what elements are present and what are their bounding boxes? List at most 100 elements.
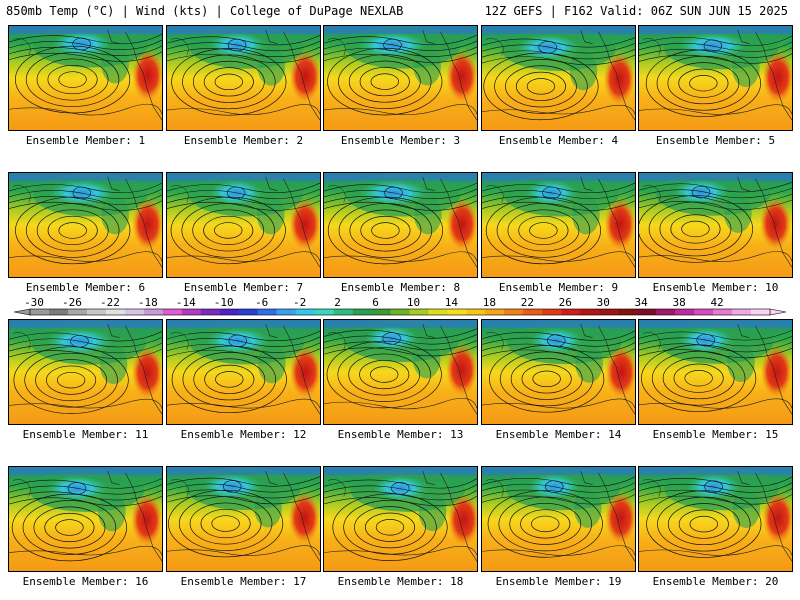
colorbar-tick-label: 14 [445,296,459,309]
temperature-colorbar: -30 -26 -22 -18 -14 -10 -6 -2 2 6 10 14 18 22 26 30 34 38… [0,296,800,322]
colorbar-swatch [67,309,88,315]
ensemble-map [8,172,163,278]
ensemble-map [638,319,793,425]
colorbar-swatch [485,309,505,315]
ensemble-map [323,25,478,131]
colorbar-tick-label: -2 [293,296,306,309]
colorbar-swatch [504,309,524,315]
ensemble-member-label: Ensemble Member: 11 [22,428,149,441]
colorbar-swatch [466,309,486,315]
ensemble-panel-12: Ensemble Member: 12 [166,319,321,441]
colorbar-swatch [542,309,562,315]
ensemble-map [166,172,321,278]
colorbar-swatch [143,309,164,315]
colorbar-swatch [333,309,353,315]
colorbar-tick-label: 10 [407,296,420,309]
ensemble-map [323,172,478,278]
ensemble-member-label: Ensemble Member: 5 [655,134,776,147]
colorbar-tick-label: 6 [372,296,379,309]
ensemble-panel-6: Ensemble Member: 6 [8,172,163,294]
colorbar-tick-label: -14 [176,296,196,309]
colorbar-swatch [86,309,107,315]
ensemble-panel-4: Ensemble Member: 4 [481,25,636,147]
ensemble-map [8,319,163,425]
colorbar-swatch [30,309,50,315]
colorbar-swatch [656,309,676,315]
colorbar-tick-label: -6 [255,296,268,309]
colorbar-swatch [637,309,657,315]
ensemble-panel-11: Ensemble Member: 11 [8,319,163,441]
ensemble-map [166,319,321,425]
colorbar-swatch [48,309,69,315]
colorbar-swatch [675,309,695,315]
ensemble-panel-13: Ensemble Member: 13 [323,319,478,441]
ensemble-panel-1: Ensemble Member: 1 [8,25,163,147]
ensemble-member-label: Ensemble Member: 6 [25,281,146,294]
colorbar-tick-label: -26 [62,296,82,309]
ensemble-panel-10: Ensemble Member: 10 [638,172,793,294]
colorbar-swatch [181,309,202,315]
colorbar-swatch [200,309,221,315]
ensemble-member-label: Ensemble Member: 8 [340,281,461,294]
ensemble-member-label: Ensemble Member: 18 [337,575,464,588]
ensemble-member-label: Ensemble Member: 16 [22,575,149,588]
colorbar-swatch [618,309,638,315]
colorbar-tick-label: 2 [334,296,341,309]
colorbar-swatch [162,309,183,315]
ensemble-panel-17: Ensemble Member: 17 [166,466,321,588]
colorbar-tick-label: 22 [521,296,534,309]
colorbar-swatch [751,309,771,315]
ensemble-member-label: Ensemble Member: 7 [183,281,304,294]
ensemble-map [8,466,163,572]
ensemble-member-label: Ensemble Member: 15 [652,428,779,441]
ensemble-member-label: Ensemble Member: 20 [652,575,779,588]
ensemble-panel-19: Ensemble Member: 19 [481,466,636,588]
colorbar-tick-label: 42 [710,296,723,309]
colorbar-tick-label: -10 [214,296,234,309]
colorbar-swatch [390,309,410,315]
ensemble-panel-2: Ensemble Member: 2 [166,25,321,147]
colorbar-swatch [694,309,714,315]
header: 850mb Temp (°C) | Wind (kts) | College o… [0,0,800,22]
ensemble-map [481,466,636,572]
colorbar-tick-label: 38 [673,296,686,309]
ensemble-member-label: Ensemble Member: 14 [495,428,622,441]
ensemble-member-label: Ensemble Member: 17 [180,575,307,588]
ensemble-panel-18: Ensemble Member: 18 [323,466,478,588]
ensemble-panel-8: Ensemble Member: 8 [323,172,478,294]
colorbar-high-arrow [769,308,787,316]
colorbar-tick-label: 30 [597,296,610,309]
product-title: 850mb Temp (°C) | Wind (kts) | College o… [6,4,404,18]
colorbar-swatch [447,309,467,315]
colorbar-swatch [599,309,619,315]
colorbar-tick-label: 26 [559,296,572,309]
colorbar-swatch [124,309,145,315]
colorbar-swatch [732,309,752,315]
ensemble-member-label: Ensemble Member: 2 [183,134,304,147]
ensemble-panel-14: Ensemble Member: 14 [481,319,636,441]
ensemble-map [481,172,636,278]
ensemble-panel-20: Ensemble Member: 20 [638,466,793,588]
ensemble-map [638,466,793,572]
colorbar-swatch [428,309,448,315]
colorbar-swatch [295,309,315,315]
ensemble-map [481,319,636,425]
ensemble-map [481,25,636,131]
colorbar-swatch [276,309,296,315]
ensemble-member-label: Ensemble Member: 19 [495,575,622,588]
colorbar-tick-label: 18 [483,296,496,309]
run-valid-time: 12Z GEFS | F162 Valid: 06Z SUN JUN 15 20… [484,4,788,18]
ensemble-map [166,25,321,131]
ensemble-map [323,319,478,425]
ensemble-member-label: Ensemble Member: 12 [180,428,307,441]
ensemble-map [323,466,478,572]
colorbar-svg: -30 -26 -22 -18 -14 -10 -6 -2 2 6 10 14 18 22 26 30 34 38… [13,296,787,316]
ensemble-panel-16: Ensemble Member: 16 [8,466,163,588]
colorbar-swatch [523,309,543,315]
ensemble-panel-15: Ensemble Member: 15 [638,319,793,441]
ensemble-map [638,25,793,131]
colorbar-tick-label: -22 [100,296,120,309]
colorbar-swatch [561,309,581,315]
colorbar-outline [29,308,771,316]
ensemble-panel-5: Ensemble Member: 5 [638,25,793,147]
